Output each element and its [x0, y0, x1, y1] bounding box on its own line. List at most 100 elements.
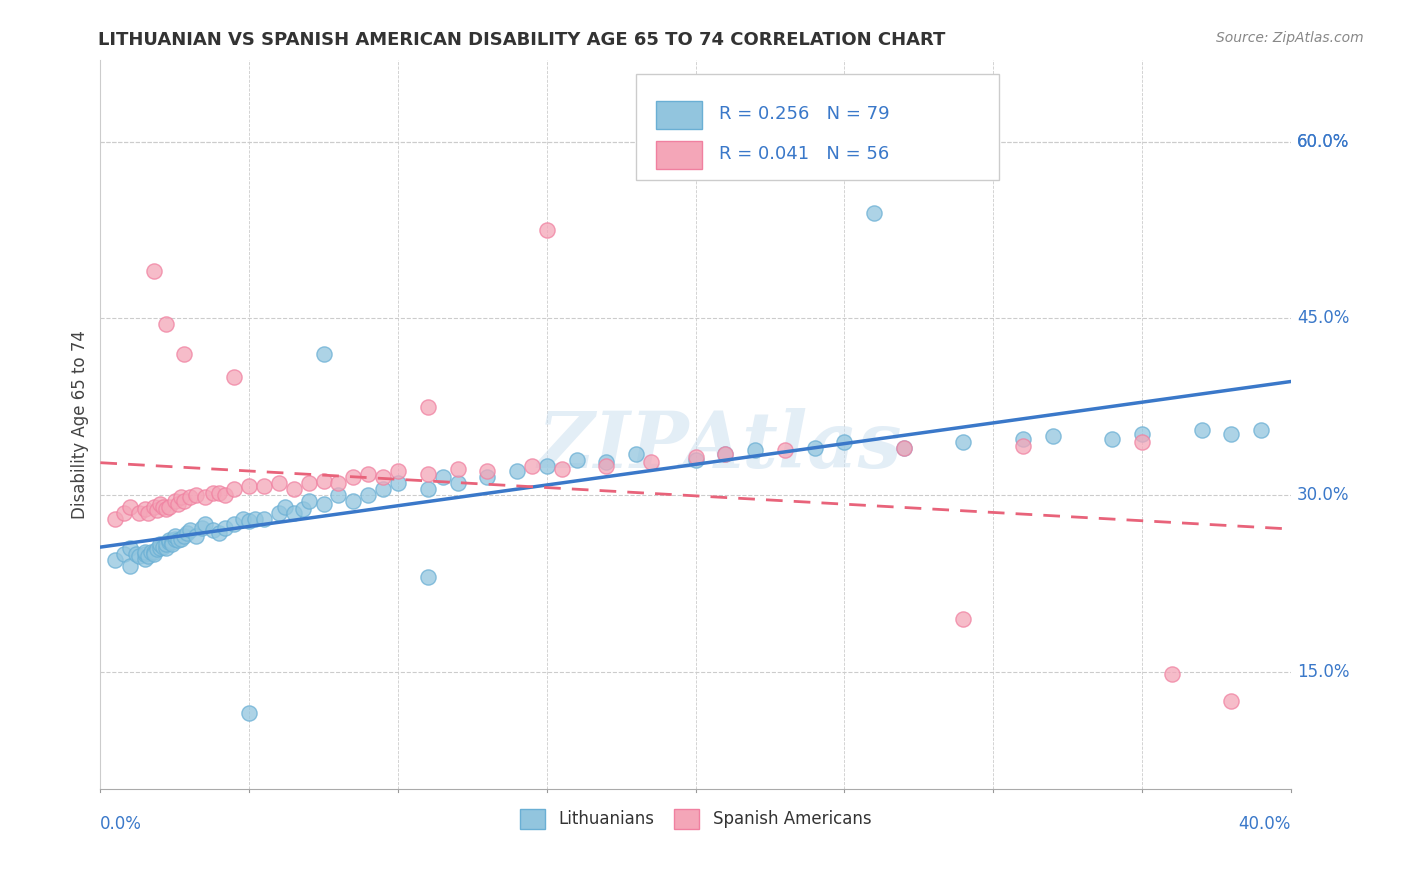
- Point: [128, 506, 150, 520]
- Point: [184, 488, 207, 502]
- Point: [863, 205, 886, 219]
- Point: [202, 524, 225, 538]
- Point: [298, 476, 321, 491]
- Point: [166, 533, 188, 547]
- Point: [152, 500, 174, 514]
- Point: [550, 462, 572, 476]
- Text: R = 0.256   N = 79: R = 0.256 N = 79: [720, 104, 890, 122]
- Point: [432, 470, 454, 484]
- Point: [312, 498, 335, 512]
- Point: [291, 502, 314, 516]
- Point: [155, 541, 177, 555]
- Point: [139, 544, 162, 558]
- Point: [536, 458, 558, 473]
- Point: [238, 514, 260, 528]
- Point: [477, 470, 499, 484]
- Point: [893, 441, 915, 455]
- Point: [267, 506, 290, 520]
- Point: [685, 452, 707, 467]
- Point: [328, 488, 350, 502]
- Text: 15.0%: 15.0%: [1296, 663, 1350, 681]
- Point: [893, 441, 915, 455]
- Point: [157, 533, 180, 547]
- Y-axis label: Disability Age 65 to 74: Disability Age 65 to 74: [72, 330, 89, 519]
- Point: [1250, 423, 1272, 437]
- Point: [224, 482, 246, 496]
- Point: [371, 470, 394, 484]
- Point: [387, 476, 409, 491]
- Point: [179, 491, 201, 505]
- Point: [640, 455, 662, 469]
- Point: [120, 541, 142, 555]
- Point: [208, 485, 231, 500]
- Point: [149, 498, 172, 512]
- Point: [714, 447, 737, 461]
- Point: [134, 502, 156, 516]
- Text: 30.0%: 30.0%: [1296, 486, 1350, 504]
- Point: [179, 524, 201, 538]
- Text: 0.0%: 0.0%: [100, 815, 142, 833]
- Point: [134, 547, 156, 561]
- Point: [357, 467, 380, 481]
- Point: [283, 482, 305, 496]
- Point: [1012, 439, 1035, 453]
- Point: [190, 521, 212, 535]
- Point: [565, 452, 588, 467]
- Point: [773, 443, 796, 458]
- Point: [134, 544, 156, 558]
- Text: Source: ZipAtlas.com: Source: ZipAtlas.com: [1216, 31, 1364, 45]
- Point: [125, 547, 148, 561]
- Point: [416, 467, 439, 481]
- FancyBboxPatch shape: [636, 74, 1000, 180]
- Point: [274, 500, 297, 514]
- Point: [155, 537, 177, 551]
- Point: [685, 450, 707, 465]
- Point: [142, 264, 165, 278]
- Point: [202, 485, 225, 500]
- Point: [834, 435, 856, 450]
- Point: [416, 482, 439, 496]
- Point: [536, 223, 558, 237]
- Point: [112, 506, 135, 520]
- Point: [744, 443, 766, 458]
- Point: [163, 529, 186, 543]
- Point: [595, 458, 617, 473]
- Point: [312, 474, 335, 488]
- Point: [714, 447, 737, 461]
- Point: [416, 570, 439, 584]
- Point: [173, 347, 195, 361]
- Point: [253, 478, 276, 492]
- Point: [506, 465, 529, 479]
- Point: [120, 500, 142, 514]
- Point: [146, 542, 169, 557]
- Point: [232, 511, 254, 525]
- Point: [157, 535, 180, 549]
- Point: [238, 478, 260, 492]
- Text: 60.0%: 60.0%: [1296, 133, 1350, 151]
- Point: [1101, 432, 1123, 446]
- Text: R = 0.041   N = 56: R = 0.041 N = 56: [720, 145, 890, 162]
- Point: [173, 529, 195, 543]
- Point: [193, 517, 215, 532]
- Point: [149, 537, 172, 551]
- Point: [283, 506, 305, 520]
- Point: [136, 506, 159, 520]
- Legend: Lithuanians, Spanish Americans: Lithuanians, Spanish Americans: [513, 802, 877, 836]
- Text: ZIPAtlas: ZIPAtlas: [537, 408, 901, 484]
- Point: [387, 465, 409, 479]
- Point: [243, 511, 266, 525]
- Point: [104, 553, 127, 567]
- Point: [136, 549, 159, 564]
- Point: [157, 500, 180, 514]
- Point: [176, 525, 198, 540]
- Point: [253, 511, 276, 525]
- Point: [1130, 435, 1153, 450]
- Point: [1220, 694, 1243, 708]
- Point: [142, 547, 165, 561]
- Point: [155, 502, 177, 516]
- Point: [1220, 426, 1243, 441]
- Point: [595, 455, 617, 469]
- Point: [446, 476, 468, 491]
- Point: [1042, 429, 1064, 443]
- Point: [160, 537, 183, 551]
